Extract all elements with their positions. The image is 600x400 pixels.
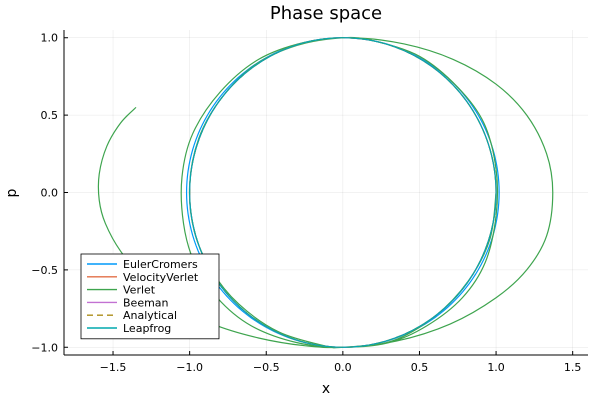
axes: −1.5 −1.0 −0.5 0.0 0.5 1.0 1.5 −1.0 −0.5 0.0 0.5 1.… [31,30,588,374]
legend-label-verlet: Verlet [123,284,156,297]
x-axis-label: x [322,381,330,397]
y-tick-label: −0.5 [31,264,58,277]
x-tick-label: −1.5 [100,361,127,374]
legend-label-leapfrog: Leapfrog [123,322,171,335]
x-tick-label: 1.0 [487,361,505,374]
legend-label-eulercromers: EulerCromers [123,258,198,271]
y-tick-label: 0.0 [41,187,59,200]
series-leapfrog-line [189,37,497,348]
legend-label-velocityverlet: VelocityVerlet [123,271,199,284]
series-lines [97,36,554,349]
x-tick-label: 0.0 [334,361,352,374]
chart-title: Phase space [270,3,382,24]
legend-label-analytical: Analytical [123,309,177,322]
legend: EulerCromersVelocityVerletVerletBeemanAn… [80,253,220,340]
legend-label-beeman: Beeman [123,296,169,309]
x-tick-label: 1.5 [564,361,582,374]
y-axis-label: p [4,188,20,197]
y-tick-label: 0.5 [41,109,59,122]
y-tick-label: 1.0 [41,32,59,45]
x-tick-label: 0.5 [411,361,429,374]
y-tick-label: −1.0 [31,341,58,354]
legend-box [80,253,220,340]
x-tick-label: −1.0 [176,361,203,374]
x-tick-label: −0.5 [253,361,280,374]
